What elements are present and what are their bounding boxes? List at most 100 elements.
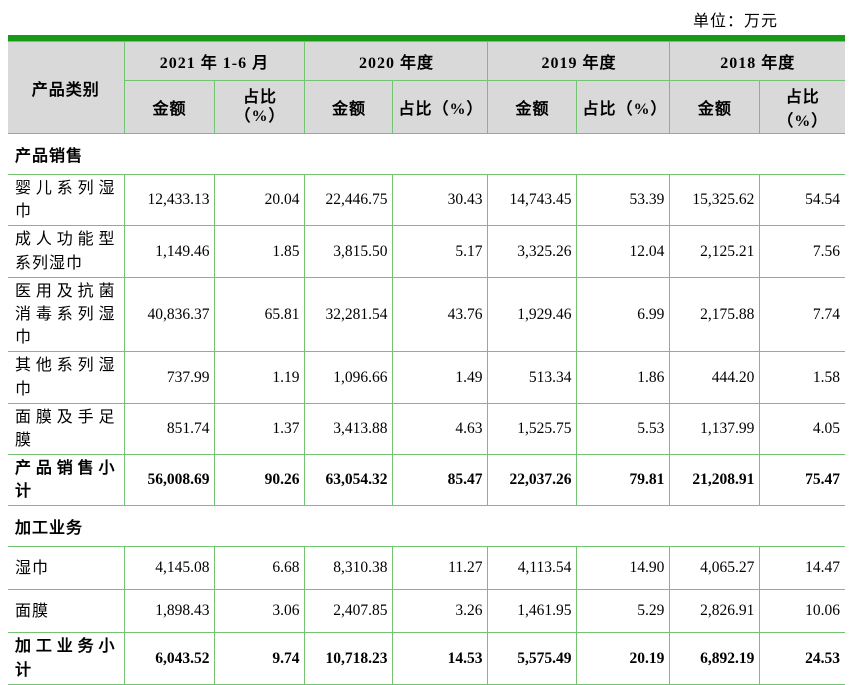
cell-amount: 513.34 xyxy=(487,351,578,404)
cell-amount: 2,125.21 xyxy=(669,225,761,278)
cell-ratio: 10.06 xyxy=(759,589,845,634)
cell-amount: 3,815.50 xyxy=(304,225,394,278)
table-row: 面膜及手足膜 851.74 1.37 3,413.88 4.63 1,525.7… xyxy=(8,402,845,456)
cell-amount: 14,743.45 xyxy=(487,173,578,227)
cell-amount: 12,433.13 xyxy=(123,173,216,227)
header-amount-2021: 金额 xyxy=(124,80,216,134)
header-amount-2020: 金额 xyxy=(304,80,394,134)
row-label: 成人功能型系列湿巾 xyxy=(8,225,125,278)
cell-ratio: 14.53 xyxy=(392,632,489,685)
cell-amount: 4,145.08 xyxy=(123,546,216,591)
unit-label: 单位：万元 xyxy=(692,13,778,30)
header-period-2021: 2021 年 1-6 月 xyxy=(123,41,306,81)
cell-ratio: 43.76 xyxy=(392,276,489,353)
row-label: 面膜及手足膜 xyxy=(8,402,125,456)
subtotal-row-product-sales: 产品销售小计 56,008.69 90.26 63,054.32 85.47 2… xyxy=(8,454,845,507)
section-label: 加工业务 xyxy=(8,505,845,548)
cell-amount: 444.20 xyxy=(669,351,761,404)
cell-amount: 2,826.91 xyxy=(669,589,761,634)
cell-amount: 3,325.26 xyxy=(487,225,578,278)
cell-amount: 1,525.75 xyxy=(487,402,578,456)
header-period-2019: 2019 年度 xyxy=(487,41,671,81)
cell-ratio: 7.74 xyxy=(759,276,845,353)
cell-amount: 1,137.99 xyxy=(669,402,761,456)
header-ratio-2019: 占比（%） xyxy=(576,80,671,134)
row-label: 湿巾 xyxy=(8,546,125,591)
cell-ratio: 9.74 xyxy=(214,632,306,685)
cell-amount: 32,281.54 xyxy=(304,276,394,353)
cell-amount: 4,113.54 xyxy=(487,546,578,591)
table-row: 婴儿系列湿巾 12,433.13 20.04 22,446.75 30.43 1… xyxy=(8,173,845,227)
table-row: 成人功能型系列湿巾 1,149.46 1.85 3,815.50 5.17 3,… xyxy=(8,225,845,278)
header-amount-2018: 金额 xyxy=(669,80,761,134)
cell-amount: 4,065.27 xyxy=(669,546,761,591)
financial-table-container: 产品类别 2021 年 1-6 月 2020 年度 2019 年度 2018 年… xyxy=(8,35,845,685)
row-label: 产品销售小计 xyxy=(8,454,125,507)
product-revenue-table: 产品类别 2021 年 1-6 月 2020 年度 2019 年度 2018 年… xyxy=(8,41,845,685)
cell-amount: 15,325.62 xyxy=(669,173,761,227)
table-row: 湿巾 4,145.08 6.68 8,310.38 11.27 4,113.54… xyxy=(8,546,845,591)
cell-amount: 40,836.37 xyxy=(123,276,216,353)
row-label: 医用及抗菌消毒系列湿巾 xyxy=(8,276,125,353)
section-row-processing: 加工业务 xyxy=(8,505,845,548)
table-row: 其他系列湿巾 737.99 1.19 1,096.66 1.49 513.34 … xyxy=(8,351,845,404)
cell-ratio: 30.43 xyxy=(392,173,489,227)
cell-amount: 21,208.91 xyxy=(669,454,761,507)
cell-ratio: 4.05 xyxy=(759,402,845,456)
row-label: 面膜 xyxy=(8,589,125,634)
cell-ratio: 1.37 xyxy=(214,402,306,456)
header-period-2018: 2018 年度 xyxy=(669,41,845,81)
cell-amount: 1,096.66 xyxy=(304,351,394,404)
cell-ratio: 3.26 xyxy=(392,589,489,634)
row-label: 婴儿系列湿巾 xyxy=(8,173,125,227)
cell-ratio: 53.39 xyxy=(576,173,671,227)
cell-ratio: 1.86 xyxy=(576,351,671,404)
cell-amount: 1,929.46 xyxy=(487,276,578,353)
cell-amount: 2,407.85 xyxy=(304,589,394,634)
row-label: 加工业务小计 xyxy=(8,632,125,685)
cell-amount: 63,054.32 xyxy=(304,454,394,507)
cell-ratio: 24.53 xyxy=(759,632,845,685)
cell-ratio: 20.04 xyxy=(214,173,306,227)
cell-amount: 1,898.43 xyxy=(123,589,216,634)
cell-ratio: 1.19 xyxy=(214,351,306,404)
cell-ratio: 75.47 xyxy=(759,454,845,507)
cell-ratio: 3.06 xyxy=(214,589,306,634)
cell-ratio: 4.63 xyxy=(392,402,489,456)
cell-ratio: 90.26 xyxy=(214,454,306,507)
cell-ratio: 1.58 xyxy=(759,351,845,404)
cell-ratio: 6.99 xyxy=(576,276,671,353)
cell-ratio: 1.49 xyxy=(392,351,489,404)
cell-amount: 6,043.52 xyxy=(123,632,216,685)
cell-ratio: 5.17 xyxy=(392,225,489,278)
cell-ratio: 5.53 xyxy=(576,402,671,456)
cell-ratio: 12.04 xyxy=(576,225,671,278)
cell-amount: 1,461.95 xyxy=(487,589,578,634)
header-amount-2019: 金额 xyxy=(487,80,578,134)
table-row: 面膜 1,898.43 3.06 2,407.85 3.26 1,461.95 … xyxy=(8,589,845,634)
header-product-category: 产品类别 xyxy=(8,41,125,134)
header-metric-row: 金额 占比 （%） 金额 占比（%） 金额 占比（%） 金额 占比（%） xyxy=(8,80,845,134)
header-ratio-2020: 占比（%） xyxy=(392,80,489,134)
cell-ratio: 79.81 xyxy=(576,454,671,507)
header-ratio-2021: 占比 （%） xyxy=(214,80,306,134)
cell-amount: 6,892.19 xyxy=(669,632,761,685)
header-period-row: 产品类别 2021 年 1-6 月 2020 年度 2019 年度 2018 年… xyxy=(8,41,845,134)
cell-ratio: 54.54 xyxy=(759,173,845,227)
cell-amount: 2,175.88 xyxy=(669,276,761,353)
table-row: 医用及抗菌消毒系列湿巾 40,836.37 65.81 32,281.54 43… xyxy=(8,276,845,353)
header-period-2020: 2020 年度 xyxy=(304,41,489,81)
table-body: 产品销售 婴儿系列湿巾 12,433.13 20.04 22,446.75 30… xyxy=(8,133,845,685)
cell-ratio: 14.90 xyxy=(576,546,671,591)
cell-amount: 737.99 xyxy=(123,351,216,404)
cell-amount: 851.74 xyxy=(123,402,216,456)
cell-ratio: 65.81 xyxy=(214,276,306,353)
cell-ratio: 11.27 xyxy=(392,546,489,591)
cell-ratio: 5.29 xyxy=(576,589,671,634)
cell-amount: 3,413.88 xyxy=(304,402,394,456)
cell-amount: 22,446.75 xyxy=(304,173,394,227)
section-label: 产品销售 xyxy=(8,133,845,175)
header-ratio-2018: 占比（%） xyxy=(759,80,845,134)
cell-amount: 1,149.46 xyxy=(123,225,216,278)
cell-ratio: 20.19 xyxy=(576,632,671,685)
